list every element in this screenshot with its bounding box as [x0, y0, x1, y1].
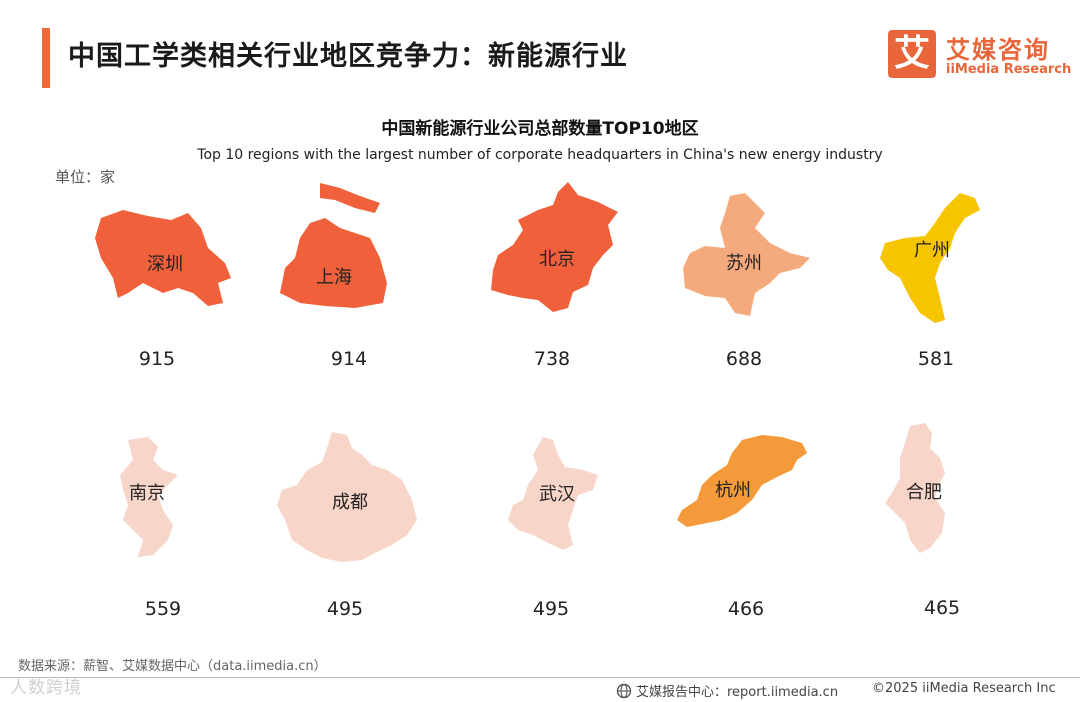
region-3: 北京 738: [491, 182, 618, 370]
region-6: 南京 559: [120, 437, 181, 620]
unit-label: 单位：家: [55, 168, 116, 186]
region-10: 合肥 465: [885, 423, 960, 619]
region-2: 上海 914: [280, 183, 387, 370]
title-accent-bar: [42, 28, 50, 88]
region-label: 苏州: [726, 253, 762, 274]
region-shape: [277, 432, 417, 562]
footer-report-link[interactable]: 艾媒报告中心：report.iimedia.cn: [616, 681, 838, 700]
region-shape: [677, 435, 807, 527]
region-shape: [885, 423, 945, 553]
region-shape: [508, 437, 598, 550]
region-value: 688: [726, 348, 762, 370]
region-label: 武汉: [539, 484, 575, 505]
globe-icon: [616, 683, 632, 698]
iimedia-logo: 艾 艾媒咨询 iiMedia Research: [888, 30, 1072, 82]
footer-copyright: ©2025 iiMedia Research Inc: [872, 681, 1056, 696]
region-5: 广州 581: [880, 193, 980, 370]
region-9: 杭州 466: [677, 435, 807, 620]
footer-report-text: 艾媒报告中心：report.iimedia.cn: [636, 685, 839, 700]
region-shape: [95, 210, 231, 306]
region-label: 合肥: [906, 482, 942, 503]
region-value: 465: [924, 597, 960, 619]
chart-subtitle: Top 10 regions with the largest number o…: [197, 147, 883, 163]
logo-chinese-name: 艾媒咨询: [946, 36, 1050, 64]
region-1: 深圳 915: [95, 210, 231, 370]
logo-english-name: iiMedia Research: [946, 62, 1072, 77]
region-label: 杭州: [715, 480, 751, 501]
region-8: 武汉 495: [508, 437, 598, 620]
region-label: 南京: [129, 483, 165, 504]
region-value: 915: [139, 348, 175, 370]
logo-mark-icon: 艾: [888, 30, 936, 78]
data-source-note: 数据来源：薪智、艾媒数据中心（data.iimedia.cn）: [18, 659, 327, 674]
region-label: 成都: [332, 492, 368, 513]
region-value: 495: [533, 598, 569, 620]
watermark-text: 人数跨境: [10, 678, 82, 698]
region-label: 上海: [316, 267, 352, 288]
region-value: 495: [327, 598, 363, 620]
region-shape: [880, 193, 980, 323]
region-value: 581: [918, 348, 954, 370]
page-title: 中国工学类相关行业地区竞争力：新能源行业: [68, 41, 628, 72]
region-shape: [120, 437, 178, 557]
region-shape: [280, 183, 387, 308]
region-label: 广州: [914, 240, 950, 261]
region-7: 成都 495: [277, 432, 417, 620]
region-value: 914: [331, 348, 367, 370]
chart-title: 中国新能源行业公司总部数量TOP10地区: [381, 119, 699, 139]
region-value: 738: [534, 348, 570, 370]
region-4: 苏州 688: [683, 193, 810, 370]
region-shape: [491, 182, 618, 312]
region-label: 深圳: [147, 254, 183, 275]
region-value: 466: [728, 598, 764, 620]
region-label: 北京: [539, 249, 575, 270]
footer-divider: [0, 677, 1080, 678]
region-shape: [683, 193, 810, 316]
region-value: 559: [145, 598, 181, 620]
